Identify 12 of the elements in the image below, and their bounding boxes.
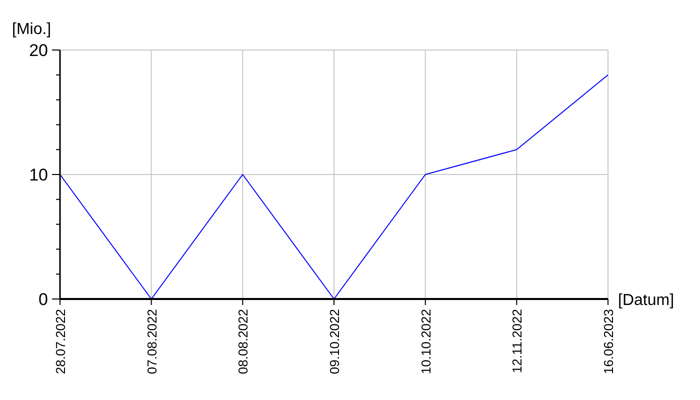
y-tick-label: 10: [29, 165, 48, 184]
x-tick-label: 07.08.2022: [144, 309, 160, 374]
x-tick-label: 12.11.2022: [510, 309, 525, 374]
x-tick-label: 08.08.2022: [236, 309, 251, 374]
y-tick-label: 0: [38, 290, 48, 309]
y-tick-label: 20: [29, 40, 48, 60]
x-tick-label: 16.06.2023: [601, 309, 616, 374]
y-axis-title: [Mio.]: [12, 21, 52, 38]
x-axis-title: [Datum]: [618, 292, 674, 309]
x-tick-label: 10.10.2022: [418, 309, 434, 374]
x-tick-label: 28.07.2022: [53, 309, 68, 374]
x-tick-label: 09.10.2022: [327, 309, 342, 374]
